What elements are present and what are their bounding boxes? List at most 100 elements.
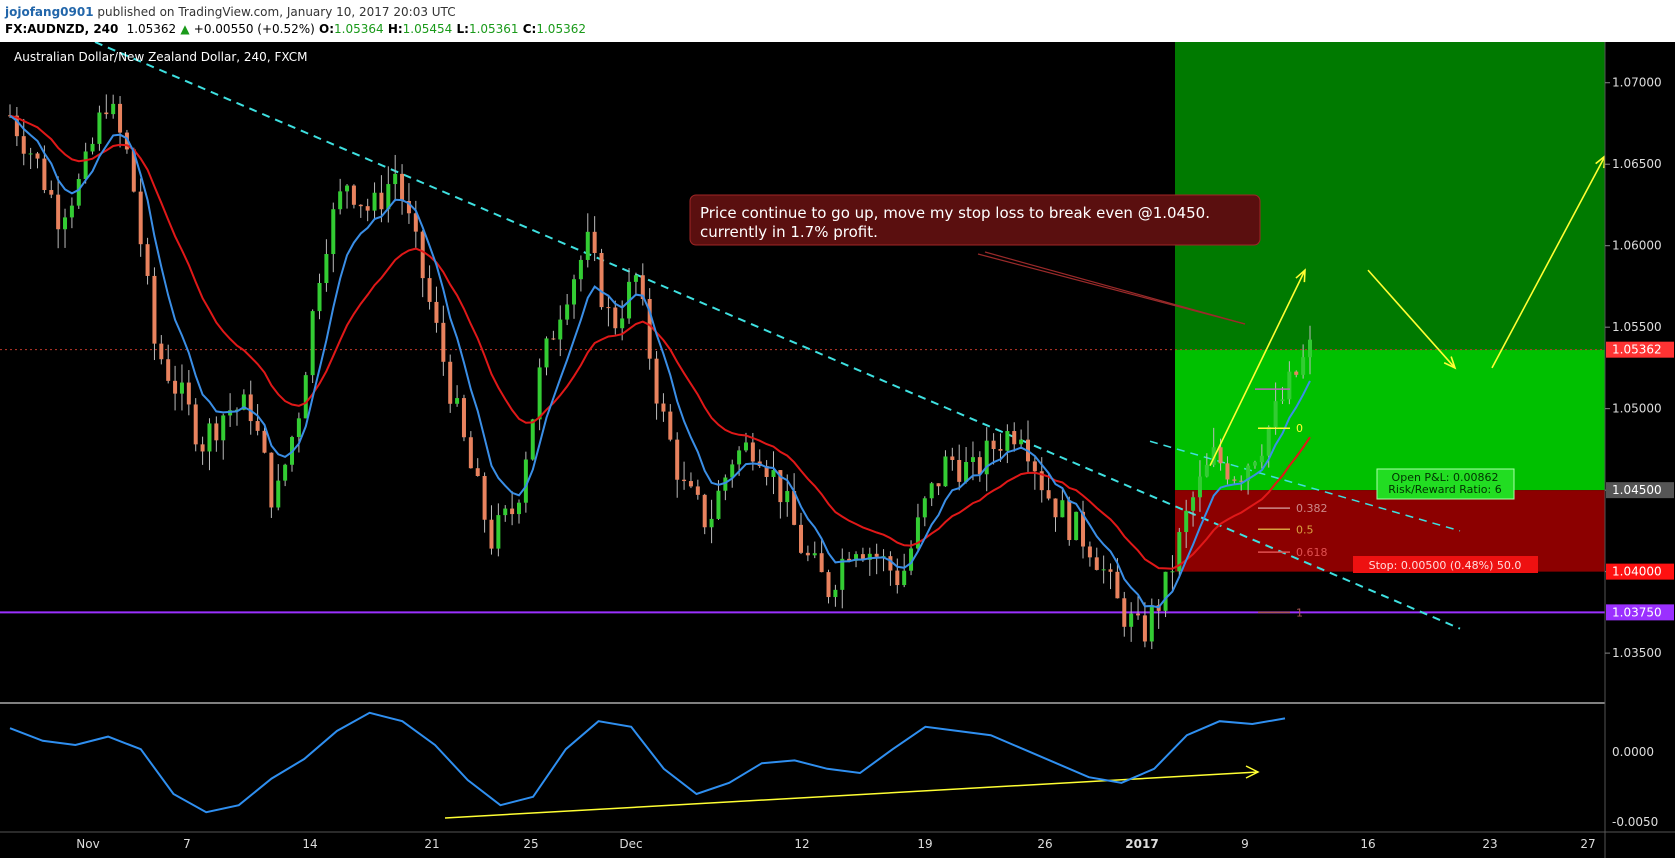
candle-down xyxy=(819,553,824,573)
candle-up xyxy=(1259,455,1264,463)
oscillator-pane xyxy=(0,702,1605,814)
candle-down xyxy=(434,301,439,323)
candle-down xyxy=(647,298,652,359)
annotation-box xyxy=(689,194,1261,246)
candle-down xyxy=(35,153,40,159)
candle-down xyxy=(764,466,769,477)
stop-box xyxy=(1353,556,1538,573)
candle-down xyxy=(118,103,123,133)
candle-up xyxy=(833,589,838,598)
candle-up xyxy=(716,490,721,519)
y-tick-label: 1.05500 xyxy=(1612,320,1662,334)
candle-up xyxy=(1060,500,1065,518)
candle-down xyxy=(186,382,191,405)
candle-down xyxy=(1032,461,1037,472)
chart-canvas[interactable]: 0 0.382 0.5 0.618 1 Price continue to go up, … xyxy=(0,42,1675,858)
price-tag-text: 1.05362 xyxy=(1612,343,1662,357)
y-tick-label: 1.06500 xyxy=(1612,157,1662,171)
pnl-text: Open P&L: 0.00862 xyxy=(1392,471,1499,484)
candle-up xyxy=(179,382,184,394)
moving-averages xyxy=(9,114,1311,609)
x-tick-label: 2017 xyxy=(1125,837,1158,851)
high-value: 1.05454 xyxy=(402,22,453,36)
candle-up xyxy=(276,480,281,508)
candle-up xyxy=(737,450,742,465)
candle-up xyxy=(1308,339,1312,358)
candle-up xyxy=(585,231,590,260)
candle-up xyxy=(76,179,81,206)
oscillator-line xyxy=(9,711,1286,814)
candle-down xyxy=(847,558,852,561)
drawings[interactable]: 0 0.382 0.5 0.618 1 Price continue to go up, … xyxy=(444,154,1606,819)
candle-up xyxy=(90,143,95,152)
candle-down xyxy=(200,444,205,452)
candle-up xyxy=(1266,426,1271,456)
candle-down xyxy=(957,459,962,482)
entry-tag xyxy=(1606,482,1674,499)
candle-down xyxy=(248,394,253,422)
projection-arrow-up-head xyxy=(1295,268,1306,283)
position-zones[interactable] xyxy=(1175,42,1605,572)
candle-down xyxy=(1067,500,1072,541)
candle-up xyxy=(964,461,969,482)
chart-title: Australian Dollar/New Zealand Dollar, 24… xyxy=(14,50,307,64)
candle-down xyxy=(640,275,645,299)
candle-up xyxy=(709,518,714,528)
candle-up xyxy=(97,112,102,144)
candle-down xyxy=(895,570,900,586)
candle-down xyxy=(255,421,260,431)
candle-down xyxy=(977,457,982,475)
candle-up xyxy=(620,318,625,329)
candle-down xyxy=(173,380,178,394)
x-tick-label: Nov xyxy=(76,837,99,851)
candle-down xyxy=(358,204,363,207)
candle-up xyxy=(386,184,391,210)
annotation-text: currently in 1.7% profit. xyxy=(700,223,878,241)
candle-down xyxy=(406,201,411,214)
callout-pointer xyxy=(984,251,1246,325)
projection-arrow-up-2 xyxy=(1491,155,1606,369)
publish-info: jojofang0901 published on TradingView.co… xyxy=(5,5,456,19)
candle-up xyxy=(530,419,535,460)
candle-up xyxy=(867,553,872,560)
candle-up xyxy=(207,423,212,452)
price-axis[interactable]: 1.07000 1.06500 1.06000 1.05500 1.05000 1.045… xyxy=(1604,42,1675,858)
candle-down xyxy=(1039,471,1044,491)
y-tick-label: 1.03500 xyxy=(1612,646,1662,660)
candle-down xyxy=(799,524,804,553)
candle-up xyxy=(565,304,570,320)
candle-down xyxy=(468,437,473,469)
candle-down xyxy=(42,158,47,191)
candle-down xyxy=(1115,571,1120,599)
candle-up xyxy=(303,375,308,419)
candle-up xyxy=(984,440,989,475)
x-tick-label: 7 xyxy=(183,837,191,851)
candle-down xyxy=(510,508,515,515)
support-tag-text: 1.03750 xyxy=(1612,605,1662,619)
candle-down xyxy=(489,519,494,549)
trendline-lower xyxy=(1149,440,1461,532)
candle-up xyxy=(812,553,817,556)
candle-up xyxy=(63,217,68,230)
fib-label: 0 xyxy=(1296,422,1303,435)
candle-down xyxy=(166,359,171,381)
low-value: 1.05361 xyxy=(468,22,519,36)
candle-up xyxy=(296,418,301,438)
time-axis[interactable]: Nov 7 14 21 25 Dec 12 19 26 2017 9 16 23 27 xyxy=(0,831,1675,851)
candle-down xyxy=(56,194,61,230)
candle-down xyxy=(936,483,941,487)
divergence-arrow-head xyxy=(1245,765,1260,779)
x-tick-label: 27 xyxy=(1580,837,1595,851)
stop-text: Stop: 0.00500 (0.48%) 50.0 xyxy=(1369,559,1522,572)
close-label: C: xyxy=(522,22,537,36)
candle-down xyxy=(1087,546,1092,558)
candle-up xyxy=(69,205,74,218)
close-value: 1.05362 xyxy=(536,22,586,36)
candle-up xyxy=(929,483,934,499)
candle-down xyxy=(613,307,618,329)
candle-down xyxy=(1294,371,1299,375)
candle-down xyxy=(21,136,26,154)
x-tick-label: 21 xyxy=(424,837,439,851)
author-link[interactable]: jojofang0901 xyxy=(5,5,94,19)
candle-up xyxy=(922,498,927,518)
